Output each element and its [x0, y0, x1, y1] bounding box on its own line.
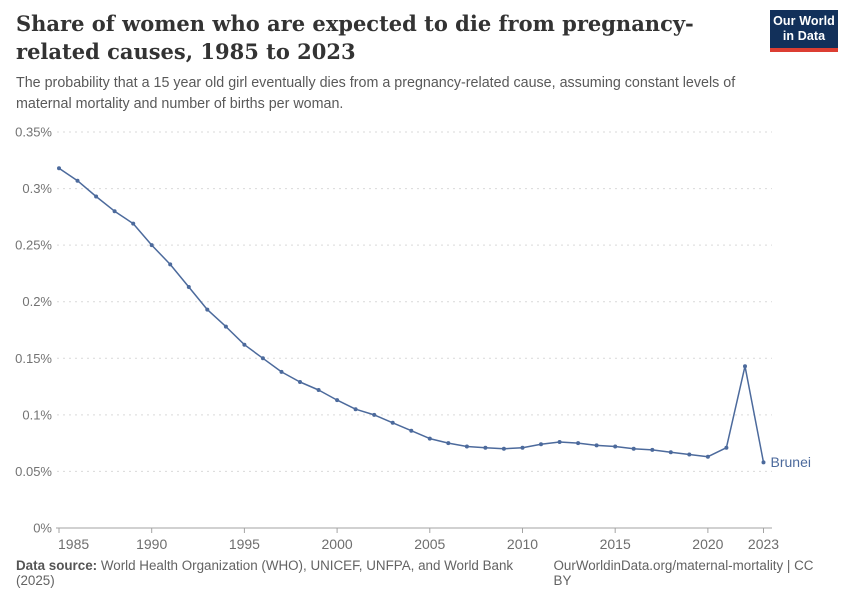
x-axis-tick-label: 2015 — [600, 536, 631, 552]
y-axis-tick-label: 0.35% — [15, 125, 52, 140]
owid-logo[interactable]: Our World in Data — [770, 10, 838, 52]
y-axis-tick-label: 0.1% — [22, 407, 52, 422]
owid-logo-line1: Our World — [773, 14, 835, 29]
data-point — [668, 450, 673, 455]
data-point — [576, 441, 581, 446]
y-axis-tick-label: 0.2% — [22, 294, 52, 309]
data-point — [316, 388, 321, 392]
data-point — [168, 262, 173, 267]
data-point — [464, 444, 469, 449]
x-axis-tick-label: 1990 — [136, 536, 167, 552]
data-point — [75, 178, 80, 183]
entity-label: Brunei — [771, 454, 811, 470]
chart-header: Share of women who are expected to die f… — [16, 10, 756, 114]
data-point — [483, 445, 488, 450]
data-point — [242, 342, 247, 347]
data-point — [260, 356, 265, 361]
chart-subtitle: The probability that a 15 year old girl … — [16, 75, 736, 112]
data-point — [279, 369, 284, 374]
data-point — [112, 209, 117, 214]
data-point — [613, 444, 618, 449]
y-axis-tick-label: 0.25% — [15, 238, 52, 253]
data-point — [372, 412, 377, 417]
data-point — [149, 243, 154, 248]
data-point — [743, 364, 747, 369]
data-point — [94, 194, 99, 199]
data-source-text: World Health Organization (WHO), UNICEF,… — [16, 558, 514, 588]
data-point — [687, 452, 692, 457]
data-point — [186, 285, 191, 289]
x-axis-tick-label: 2000 — [322, 536, 353, 552]
x-axis-tick-label: 1985 — [58, 536, 89, 552]
data-point — [557, 440, 562, 444]
x-axis-tick-label: 2020 — [692, 536, 723, 552]
chart-title: Share of women who are expected to die f… — [16, 11, 694, 64]
data-point — [131, 221, 136, 226]
data-point — [631, 446, 636, 451]
data-point — [539, 442, 543, 447]
data-point — [427, 436, 432, 441]
data-point — [223, 324, 228, 329]
series-line — [58, 167, 765, 464]
owid-logo-line2: in Data — [782, 29, 826, 43]
data-point — [298, 380, 302, 384]
y-axis-tick-label: 0.3% — [22, 181, 52, 196]
line-chart: 0% 0.05% 0.1% 0.15% 0.2% 0.25% 0.3% 0.35% 1985 19… — [15, 125, 811, 553]
data-point — [594, 443, 599, 448]
data-point — [353, 407, 358, 412]
data-point — [705, 454, 710, 459]
y-axis-tick-label: 0.15% — [15, 351, 52, 366]
data-point — [520, 445, 525, 450]
data-point — [390, 420, 395, 425]
data-point — [409, 428, 414, 433]
data-point — [724, 445, 729, 450]
chart-footer: Data source: World Health Organization (… — [0, 558, 850, 588]
x-axis-tick-label: 2023 — [748, 536, 779, 552]
x-axis-tick-label: 1995 — [229, 536, 260, 552]
license-link[interactable]: OurWorldinData.org/maternal-mortality | … — [553, 558, 814, 588]
data-source-label: Data source: — [16, 558, 98, 573]
x-axis-tick-label: 2010 — [507, 536, 538, 552]
x-axis-tick-label: 2005 — [414, 536, 445, 552]
y-axis-tick-label: 0% — [33, 521, 52, 536]
data-source-note: Data source: World Health Organization (… — [16, 558, 554, 588]
data-point — [205, 307, 210, 312]
data-point — [761, 460, 766, 465]
data-point — [501, 446, 506, 451]
data-point — [57, 166, 61, 171]
data-point — [446, 441, 451, 446]
data-point — [650, 447, 655, 452]
y-axis-tick-label: 0.05% — [15, 464, 52, 479]
data-point — [335, 398, 340, 403]
